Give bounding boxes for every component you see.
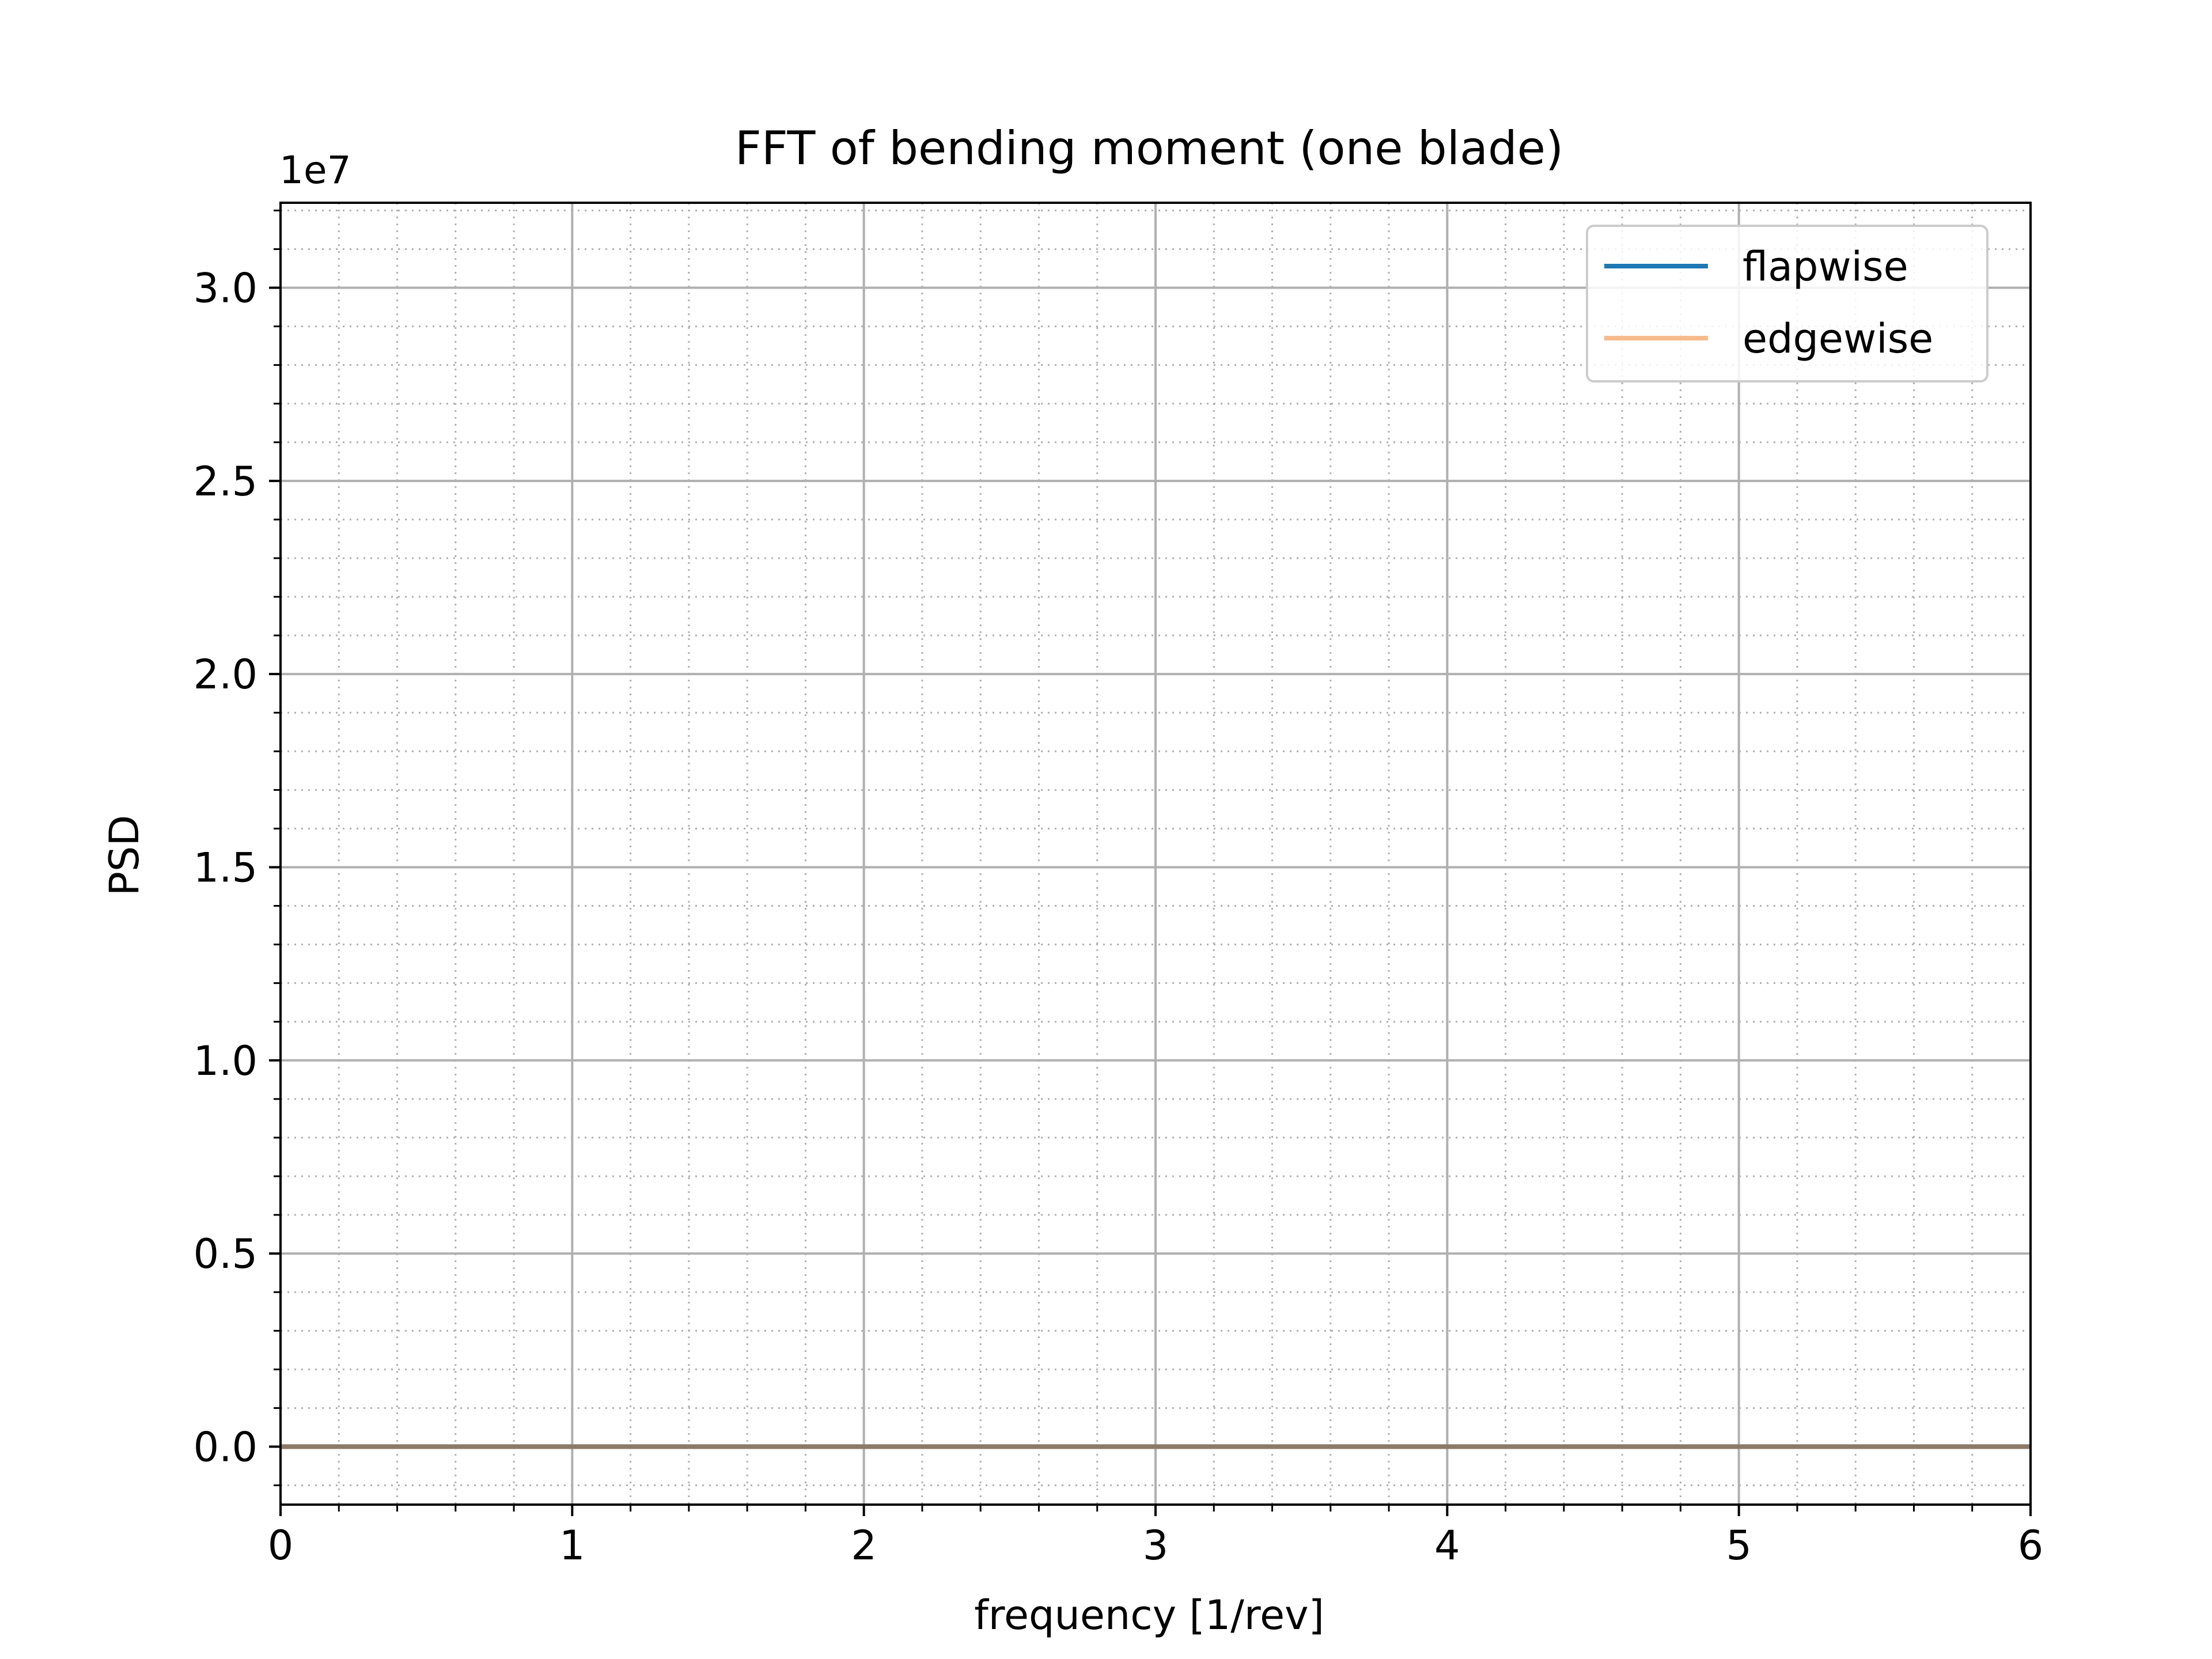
y-tick-label: 2.5 — [194, 458, 257, 505]
x-tick-label: 6 — [2018, 1522, 2044, 1569]
y-tick-label: 1.5 — [194, 844, 257, 891]
x-tick-label: 5 — [1726, 1522, 1752, 1569]
y-tick-label: 3.0 — [194, 265, 257, 312]
x-tick-label: 1 — [559, 1522, 585, 1569]
legend-label-flapwise: flapwise — [1743, 243, 1908, 290]
y-tick-label: 0.0 — [194, 1423, 257, 1471]
x-tick-label: 2 — [851, 1522, 877, 1569]
x-tick-label: 4 — [1434, 1522, 1460, 1569]
y-tick-label: 1.0 — [194, 1037, 257, 1085]
x-axis-label: frequency [1/rev] — [974, 1592, 1324, 1639]
y-axis-label: PSD — [101, 815, 148, 896]
x-tick-label: 3 — [1143, 1522, 1169, 1569]
y-offset-label: 1e7 — [279, 148, 351, 192]
legend: flapwise edgewise — [1586, 225, 1988, 382]
legend-label-edgewise: edgewise — [1743, 315, 1933, 362]
axis-ticks — [269, 209, 2032, 1516]
y-tick-label: 0.5 — [194, 1230, 257, 1278]
tick-labels: 0 1 2 3 4 5 6 0.0 0.5 1.0 1.5 2.0 2.5 3.0 — [194, 265, 2044, 1569]
y-tick-label: 2.0 — [194, 651, 257, 698]
chart-title: FFT of bending moment (one blade) — [735, 122, 1563, 175]
x-tick-label: 0 — [268, 1522, 294, 1569]
